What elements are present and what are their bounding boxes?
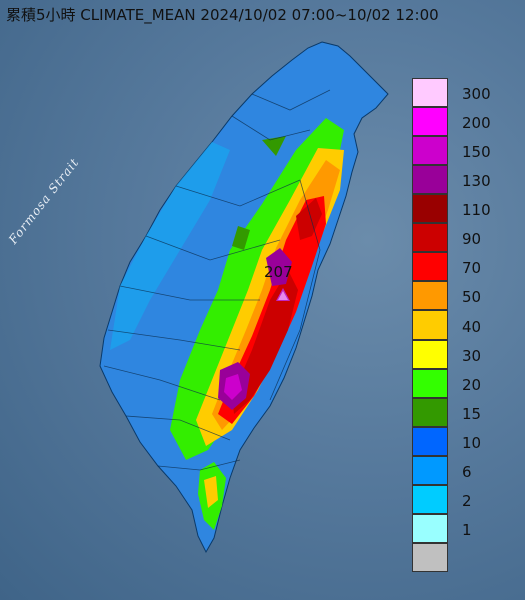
legend-row: 20	[412, 368, 504, 398]
legend-row: 2	[412, 484, 504, 514]
legend-row: 50	[412, 281, 504, 311]
legend-row: 40	[412, 310, 504, 340]
legend-swatch	[412, 484, 448, 514]
legend-label: 200	[462, 114, 491, 133]
legend-row: 150	[412, 136, 504, 166]
legend-label: 2	[462, 491, 472, 510]
legend-row: 110	[412, 194, 504, 224]
legend-row: 130	[412, 165, 504, 195]
legend-row: 15	[412, 397, 504, 427]
rainfall-legend: 300 200 150 130 110 90 70 50 40 30 20 15 10 6 2 1	[412, 78, 504, 572]
legend-row	[412, 542, 504, 572]
legend-row: 1	[412, 513, 504, 543]
legend-swatch	[412, 455, 448, 485]
legend-label: 130	[462, 172, 491, 191]
legend-swatch	[412, 426, 448, 456]
legend-row: 6	[412, 455, 504, 485]
legend-label: 90	[462, 230, 482, 249]
legend-swatch	[412, 310, 448, 340]
legend-label: 6	[462, 462, 472, 481]
legend-row: 300	[412, 78, 504, 108]
legend-row: 70	[412, 252, 504, 282]
legend-label: 110	[462, 201, 491, 220]
legend-label: 50	[462, 288, 482, 307]
legend-swatch	[412, 281, 448, 311]
legend-swatch	[412, 165, 448, 195]
legend-swatch	[412, 397, 448, 427]
legend-swatch	[412, 513, 448, 543]
map-title: 累積5小時 CLIMATE_MEAN 2024/10/02 07:00~10/0…	[6, 6, 439, 24]
legend-swatch	[412, 78, 448, 108]
legend-label: 150	[462, 143, 491, 162]
legend-label: 40	[462, 317, 482, 336]
legend-label: 30	[462, 346, 482, 365]
legend-label: 1	[462, 520, 472, 539]
legend-row: 10	[412, 426, 504, 456]
legend-label: 70	[462, 259, 482, 278]
legend-row: 90	[412, 223, 504, 253]
legend-label: 300	[462, 85, 491, 104]
legend-row: 200	[412, 107, 504, 137]
legend-label: 20	[462, 375, 482, 394]
legend-swatch	[412, 542, 448, 572]
legend-swatch	[412, 339, 448, 369]
legend-label: 10	[462, 433, 482, 452]
legend-swatch	[412, 194, 448, 224]
legend-label: 15	[462, 404, 482, 423]
legend-swatch	[412, 223, 448, 253]
legend-swatch	[412, 252, 448, 282]
peak-value-label: 207	[264, 263, 293, 281]
legend-swatch	[412, 136, 448, 166]
legend-swatch	[412, 107, 448, 137]
peak-marker-icon	[276, 288, 290, 301]
legend-swatch	[412, 368, 448, 398]
legend-row: 30	[412, 339, 504, 369]
